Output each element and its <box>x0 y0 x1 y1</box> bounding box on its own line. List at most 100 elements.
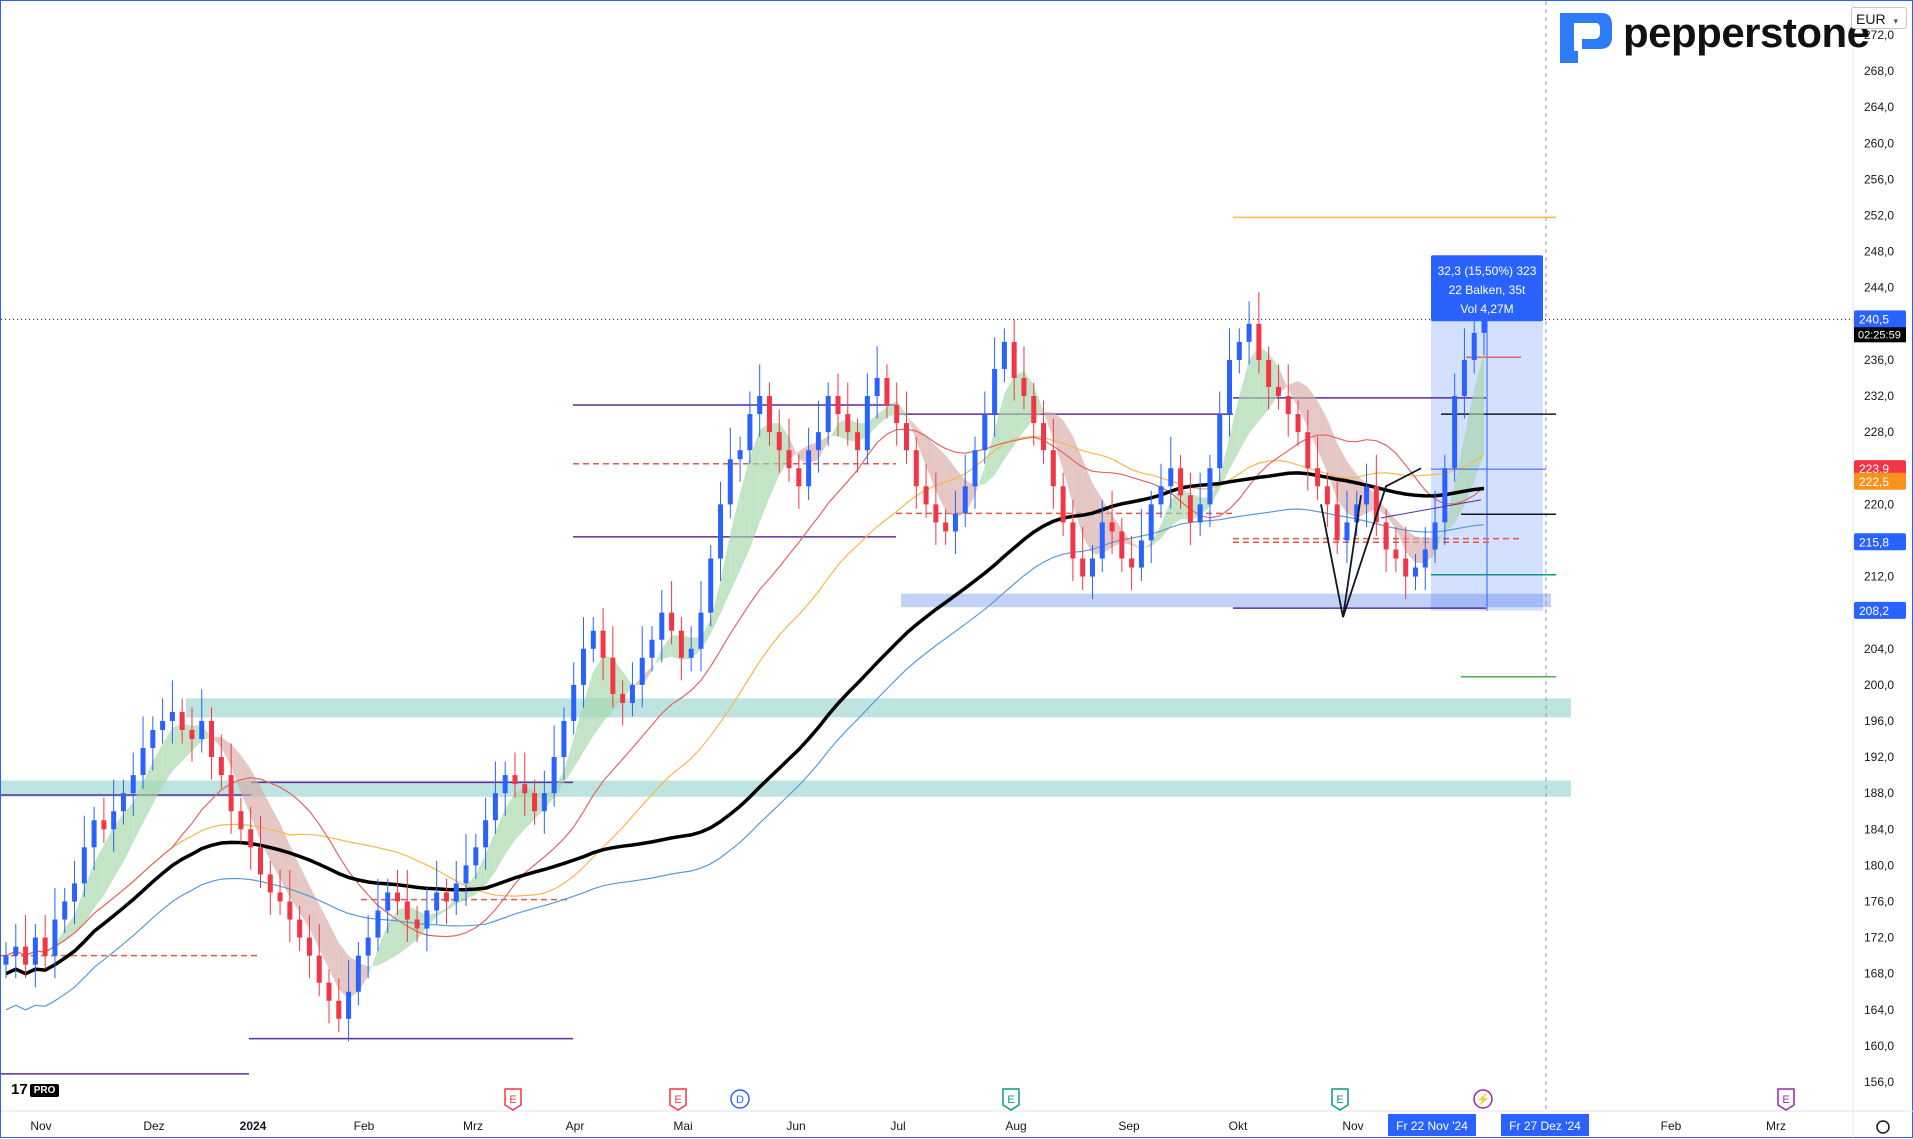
candle-body <box>1383 522 1389 550</box>
candle-body <box>120 793 126 812</box>
ma-ribbon-segment <box>740 456 750 571</box>
settings-gear-icon[interactable] <box>1876 1120 1890 1134</box>
ma-ribbon-segment <box>309 885 320 949</box>
price-tick-label: 164,0 <box>1864 1003 1894 1017</box>
candle-body <box>1001 341 1007 369</box>
ma-ribbon-segment <box>1219 436 1230 490</box>
candle-body <box>199 720 205 740</box>
measure-tooltip <box>1431 255 1543 322</box>
candle-body <box>160 720 166 730</box>
candle-body <box>1305 432 1311 469</box>
candle-body <box>453 883 459 902</box>
price-axis-label-text: 215,8 <box>1859 535 1889 549</box>
candle-body <box>1227 359 1233 415</box>
ma-ribbon-segment <box>299 865 310 929</box>
time-tick-label: Mai <box>673 1119 692 1133</box>
event-marker-letter: D <box>736 1094 744 1106</box>
candle-body <box>62 901 68 920</box>
candle-body <box>747 414 753 451</box>
candle-body <box>111 811 117 830</box>
ma-ribbon-segment <box>828 423 838 442</box>
price-axis-label <box>1854 533 1906 551</box>
candle-body <box>326 982 332 1001</box>
ma-ribbon-segment <box>1395 519 1406 552</box>
ma-ribbon-segment <box>1317 401 1328 473</box>
pro-badge: PRO <box>29 1083 60 1097</box>
ma-ribbon-segment <box>505 793 515 855</box>
candle-body <box>1481 319 1487 333</box>
candle-body <box>874 377 880 397</box>
candle-body <box>1119 531 1125 559</box>
event-marker-letter: E <box>1782 1094 1789 1106</box>
ma-ribbon-segment <box>1386 509 1396 530</box>
candle-body <box>1207 468 1213 505</box>
candle-body <box>972 450 978 487</box>
ma-ribbon-segment <box>730 493 741 592</box>
ma-blue-line <box>5 508 1485 1011</box>
candle-body <box>238 811 244 830</box>
candle-body <box>962 486 968 514</box>
price-tick-label: 188,0 <box>1864 786 1894 800</box>
candle-body <box>1011 341 1017 378</box>
trend-line <box>1380 499 1482 519</box>
candle-body <box>894 405 900 424</box>
candle-body <box>1168 468 1174 487</box>
candle-body <box>659 612 665 640</box>
ma-ribbon-segment <box>1160 499 1171 539</box>
ma-ribbon-segment <box>485 831 496 886</box>
measure-tooltip-line: 32,3 (15,50%) 323 <box>1438 264 1537 278</box>
time-tick-label: Jun <box>786 1119 805 1133</box>
candle-body <box>1403 558 1409 577</box>
ma-ribbon-segment <box>1405 529 1416 564</box>
tradingview-logo: 17 PRO <box>11 1081 60 1098</box>
candle-body <box>1197 504 1203 523</box>
candle-body <box>923 486 929 505</box>
price-tick-label: 196,0 <box>1864 714 1894 728</box>
price-tick-label: 264,0 <box>1864 100 1894 114</box>
event-marker-letter: E <box>1336 1094 1343 1106</box>
candle-body <box>806 450 812 487</box>
event-marker-letter: ⚡ <box>1476 1093 1490 1106</box>
ma-ribbon-segment <box>563 739 574 784</box>
ma-ribbon-segment <box>1170 488 1181 527</box>
candle-body <box>1031 396 1037 424</box>
candle-body <box>688 648 694 658</box>
candle-body <box>228 775 234 812</box>
event-marker-icon <box>1002 1088 1020 1111</box>
measure-tooltip-line: 22 Balken, 35t <box>1449 283 1526 297</box>
candle-body <box>492 793 498 821</box>
ma-ribbon-segment <box>123 802 134 863</box>
candle-body <box>1187 495 1193 523</box>
price-tick-label: 228,0 <box>1864 425 1894 439</box>
price-tick-label: 168,0 <box>1864 967 1894 981</box>
candle-body <box>257 847 263 875</box>
price-axis-label-text: 223,9 <box>1859 462 1889 476</box>
ma-ribbon-segment <box>622 671 633 699</box>
ma-ribbon-segment <box>1464 389 1475 506</box>
ma-ribbon-segment <box>270 805 281 879</box>
candle-body <box>580 648 586 685</box>
event-marker-letter: E <box>509 1094 516 1106</box>
price-axis-label-text: 222,5 <box>1859 475 1889 489</box>
ma-ribbon-segment <box>133 781 144 843</box>
ma-ribbon-segment <box>162 727 173 787</box>
candle-body <box>336 1000 342 1019</box>
ma-ribbon-segment <box>1229 396 1240 470</box>
ma-ribbon-segment <box>1249 346 1259 434</box>
candle-body <box>297 919 303 938</box>
ma-ribbon-segment <box>1063 420 1073 505</box>
ma-ribbon-segment <box>1474 352 1484 482</box>
ma-ribbon-segment <box>240 755 251 816</box>
ma-ribbon-segment <box>1151 524 1161 547</box>
ma-ribbon-segment <box>1053 412 1064 471</box>
candle-body <box>1021 377 1027 397</box>
currency-select[interactable]: EUR ▾ <box>1851 7 1907 29</box>
candle-body <box>933 504 939 523</box>
ma-ribbon-segment <box>720 533 731 614</box>
ma-ribbon-segment <box>514 786 525 841</box>
ma-ribbon-segment <box>1307 387 1318 451</box>
time-tick-label: Feb <box>354 1119 375 1133</box>
time-tick-label: 2024 <box>240 1119 267 1133</box>
price-tick-label: 200,0 <box>1864 678 1894 692</box>
